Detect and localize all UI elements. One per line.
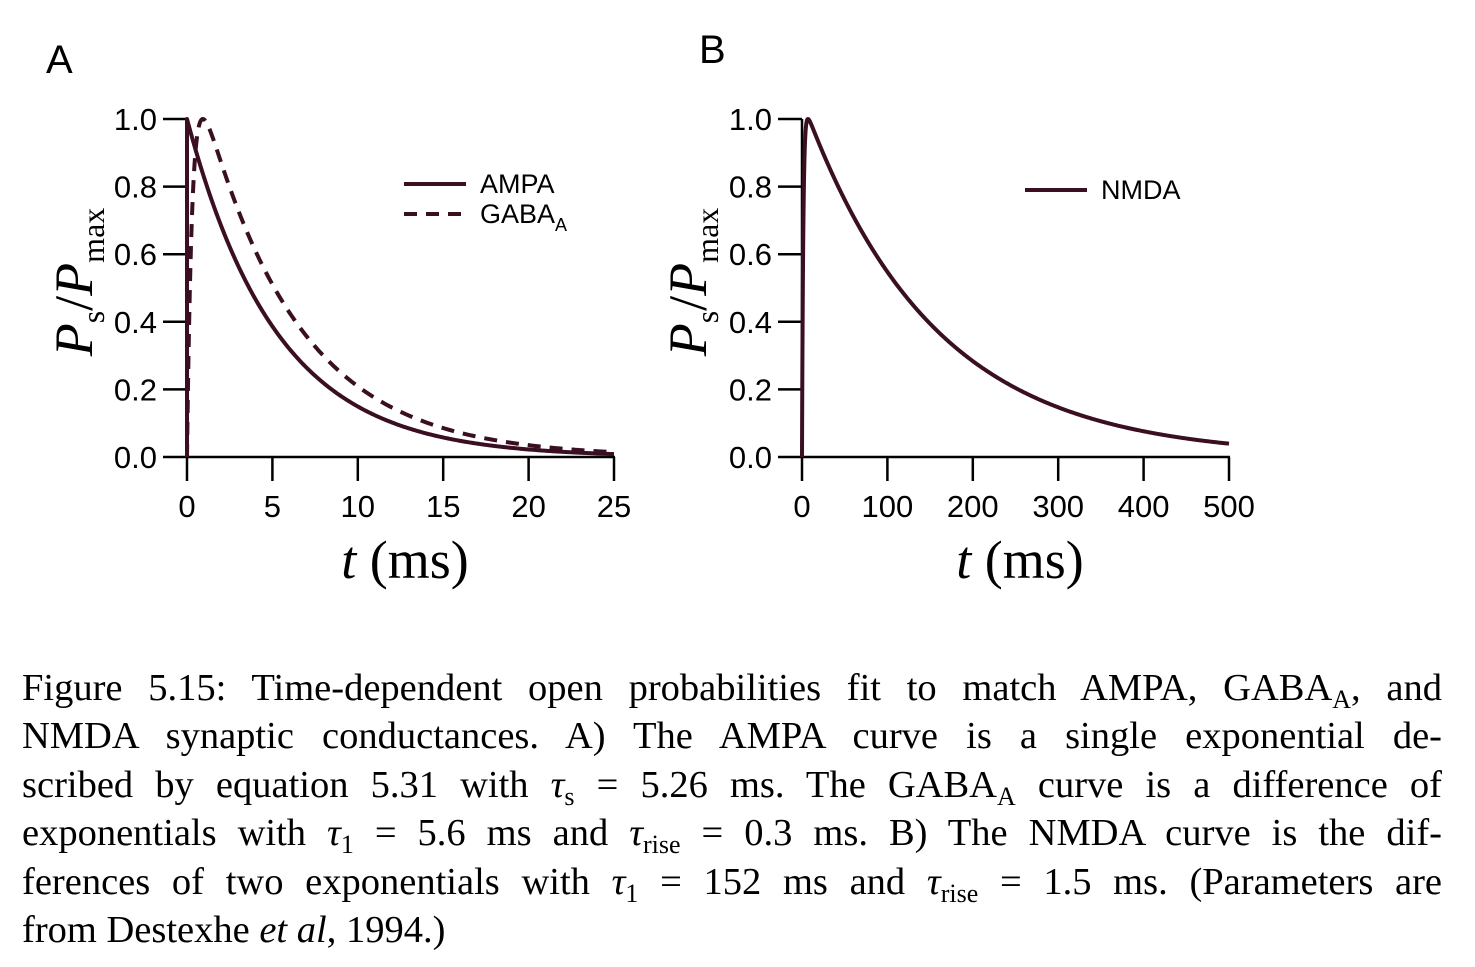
legend-label: GABAA (480, 199, 567, 235)
y-tick-label: 0.2 (729, 372, 772, 407)
caption-line: from Destexhe et al, 1994.) (22, 909, 446, 952)
y-axis-title: Ps/Pmax (658, 208, 725, 358)
y-tick-label: 0.0 (729, 440, 772, 475)
panel-label: A (46, 38, 73, 82)
x-tick-label: 300 (1032, 489, 1084, 524)
series-line-nmda (800, 117, 1230, 458)
x-tick-label: 0 (178, 489, 195, 524)
panel-label: B (699, 28, 726, 72)
figure-caption: Figure 5.15: Time-dependent open probabi… (22, 664, 1442, 954)
y-tick-label: 0.0 (114, 440, 157, 475)
x-tick-label: 10 (341, 489, 375, 524)
x-tick-label: 25 (597, 489, 631, 524)
y-tick-label: 0.8 (729, 170, 772, 205)
y-tick-label: 0.6 (114, 237, 157, 272)
x-tick-label: 5 (264, 489, 281, 524)
panel-a: A 0 5 10 15 20 25 0.0 0.2 0.4 0.6 0.8 1.0 t (ms) Ps/Pm… (44, 38, 631, 590)
figure: A 0 5 10 15 20 25 0.0 0.2 0.4 0.6 0.8 1.0 t (ms) Ps/Pm… (44, 28, 1255, 590)
x-tick-label: 20 (511, 489, 545, 524)
legend-label: NMDA (1101, 175, 1181, 205)
x-tick-label: 100 (862, 489, 914, 524)
caption-line: ferences of two exponentials with τ1 = 1… (22, 860, 1442, 908)
caption-line: exponentials with τ1 = 5.6 ms and τrise … (22, 812, 1442, 860)
caption-line: Figure 5.15: Time-dependent open probabi… (22, 667, 1442, 714)
x-tick-label: 0 (793, 489, 810, 524)
y-tick-label: 1.0 (114, 102, 157, 137)
caption-line: NMDA synaptic conductances. A) The AMPA … (22, 715, 1442, 758)
x-tick-label: 15 (426, 489, 460, 524)
y-tick-label: 0.6 (729, 237, 772, 272)
y-tick-label: 0.4 (729, 305, 772, 340)
y-tick-label: 0.4 (114, 305, 157, 340)
x-axis-title: t (ms) (341, 530, 469, 590)
y-tick-label: 0.2 (114, 372, 157, 407)
panel-b: B 0 100 200 300 400 500 0.0 0.2 0.4 0.6 0.8 1.0 t (ms… (658, 28, 1255, 590)
y-tick-label: 0.8 (114, 170, 157, 205)
x-tick-label: 500 (1203, 489, 1255, 524)
series-line-ampa (185, 117, 615, 457)
caption-line: scribed by equation 5.31 with τs = 5.26 … (22, 763, 1442, 811)
x-axis-title: t (ms) (956, 530, 1084, 590)
x-tick-label: 200 (947, 489, 999, 524)
x-tick-label: 400 (1118, 489, 1170, 524)
series-line-gaba (185, 117, 615, 459)
legend-label: AMPA (480, 169, 555, 199)
y-tick-label: 1.0 (729, 102, 772, 137)
y-axis-title: Ps/Pmax (44, 208, 111, 358)
